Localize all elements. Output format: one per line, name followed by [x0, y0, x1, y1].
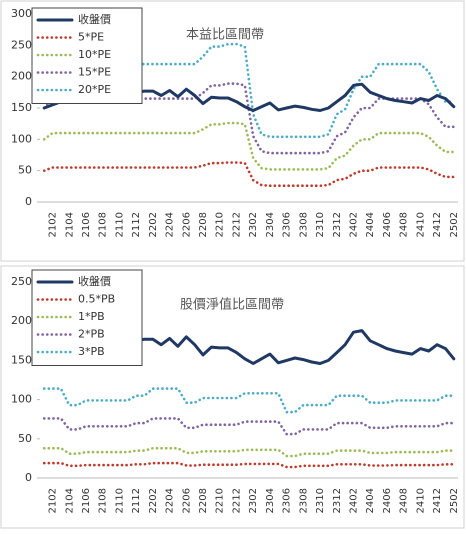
- x-tick-label: 2402: [349, 488, 360, 513]
- x-tick-label: 2406: [382, 212, 393, 237]
- x-tick-label: 2412: [432, 488, 443, 513]
- legend-box: [31, 269, 143, 366]
- x-tick-label: 2110: [114, 212, 125, 237]
- legend-label: 0.5*PB: [78, 293, 115, 306]
- x-tick-label: 2108: [98, 488, 109, 513]
- x-tick-label: 2212: [231, 212, 242, 237]
- x-tick-label: 2204: [165, 212, 176, 237]
- band-line: [42, 417, 456, 436]
- x-tick-label: 2404: [365, 488, 376, 513]
- x-tick-label: 2206: [181, 212, 192, 237]
- x-tick-label: 2310: [315, 212, 326, 237]
- x-tick-label: 2408: [399, 488, 410, 513]
- legend-label: 10*PE: [78, 48, 111, 61]
- legend-label: 1*PB: [78, 310, 105, 323]
- x-tick-label: 2302: [248, 488, 259, 513]
- x-tick-label: 2406: [382, 488, 393, 513]
- legend-label: 收盤價: [78, 274, 111, 288]
- x-tick-label: 2106: [81, 488, 92, 513]
- x-tick-label: 2108: [98, 212, 109, 237]
- y-tick-label: 250: [11, 275, 32, 288]
- legend-label: 3*PB: [78, 345, 105, 358]
- x-tick-label: 2106: [81, 212, 92, 237]
- x-tick-label: 2410: [415, 212, 426, 237]
- band-line: [42, 446, 456, 458]
- y-tick-label: 200: [11, 70, 32, 83]
- y-tick-label: 100: [11, 393, 32, 406]
- x-tick-label: 2502: [449, 212, 460, 237]
- x-tick-label: 2102: [48, 212, 59, 237]
- x-tick-label: 2308: [298, 488, 309, 513]
- y-tick-label: 0: [25, 471, 32, 484]
- x-tick-label: 2210: [215, 212, 226, 237]
- legend-label: 2*PB: [78, 328, 105, 341]
- chart-title: 股價淨值比區間帶: [180, 297, 284, 313]
- x-tick-label: 2302: [248, 212, 259, 237]
- y-tick-label: 50: [18, 432, 32, 445]
- band-line: [42, 461, 456, 469]
- legend-box: [31, 7, 143, 104]
- x-tick-label: 2206: [181, 488, 192, 513]
- y-tick-label: 300: [11, 7, 32, 20]
- x-tick-label: 2310: [315, 488, 326, 513]
- band-line: [42, 161, 456, 187]
- legend-label: 5*PE: [78, 31, 104, 44]
- legend-label: 20*PE: [78, 83, 111, 96]
- x-tick-label: 2208: [198, 212, 209, 237]
- x-tick-label: 2502: [449, 488, 460, 513]
- legend-label: 收盤價: [78, 12, 111, 26]
- x-tick-label: 2312: [332, 488, 343, 513]
- x-tick-label: 2112: [131, 212, 142, 237]
- x-tick-label: 2104: [64, 488, 75, 513]
- y-tick-label: 200: [11, 314, 32, 327]
- x-tick-label: 2408: [399, 212, 410, 237]
- x-tick-label: 2102: [48, 488, 59, 513]
- x-tick-label: 2306: [282, 212, 293, 237]
- y-tick-label: 250: [11, 38, 32, 51]
- y-tick-label: 50: [18, 164, 32, 177]
- y-tick-label: 100: [11, 132, 32, 145]
- band-line: [42, 387, 456, 414]
- x-tick-label: 2112: [131, 488, 142, 513]
- x-tick-label: 2412: [432, 212, 443, 237]
- x-tick-label: 2210: [215, 488, 226, 513]
- x-tick-label: 2202: [148, 488, 159, 513]
- x-tick-label: 2304: [265, 212, 276, 237]
- x-tick-label: 2212: [231, 488, 242, 513]
- y-tick-label: 150: [11, 101, 32, 114]
- y-tick-label: 150: [11, 353, 32, 366]
- x-tick-label: 2308: [298, 212, 309, 237]
- x-tick-label: 2104: [64, 212, 75, 237]
- x-tick-label: 2410: [415, 488, 426, 513]
- band-line: [42, 42, 456, 139]
- x-tick-label: 2208: [198, 488, 209, 513]
- chart-title: 本益比區間帶: [186, 28, 264, 43]
- x-tick-label: 2312: [332, 212, 343, 237]
- x-tick-label: 2304: [265, 488, 276, 513]
- x-tick-label: 2110: [114, 488, 125, 513]
- x-tick-label: 2404: [365, 212, 376, 237]
- legend-label: 15*PE: [78, 66, 111, 79]
- x-tick-label: 2202: [148, 212, 159, 237]
- x-tick-label: 2402: [349, 212, 360, 237]
- x-tick-label: 2306: [282, 488, 293, 513]
- band-line: [42, 121, 456, 171]
- x-tick-label: 2204: [165, 488, 176, 513]
- y-tick-label: 0: [25, 195, 32, 208]
